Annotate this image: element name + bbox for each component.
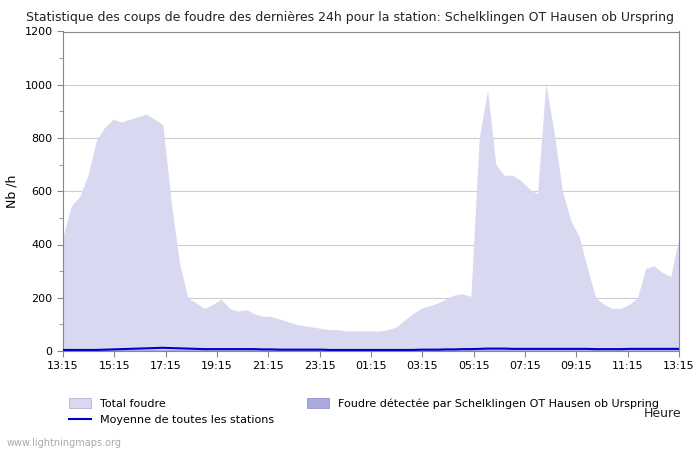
Text: Heure: Heure <box>644 407 682 420</box>
Text: Statistique des coups de foudre des dernières 24h pour la station: Schelklingen : Statistique des coups de foudre des dern… <box>26 11 674 24</box>
Y-axis label: Nb /h: Nb /h <box>6 175 19 208</box>
Legend: Total foudre, Moyenne de toutes les stations, Foudre détectée par Schelklingen O: Total foudre, Moyenne de toutes les stat… <box>69 398 659 425</box>
Text: www.lightningmaps.org: www.lightningmaps.org <box>7 438 122 448</box>
